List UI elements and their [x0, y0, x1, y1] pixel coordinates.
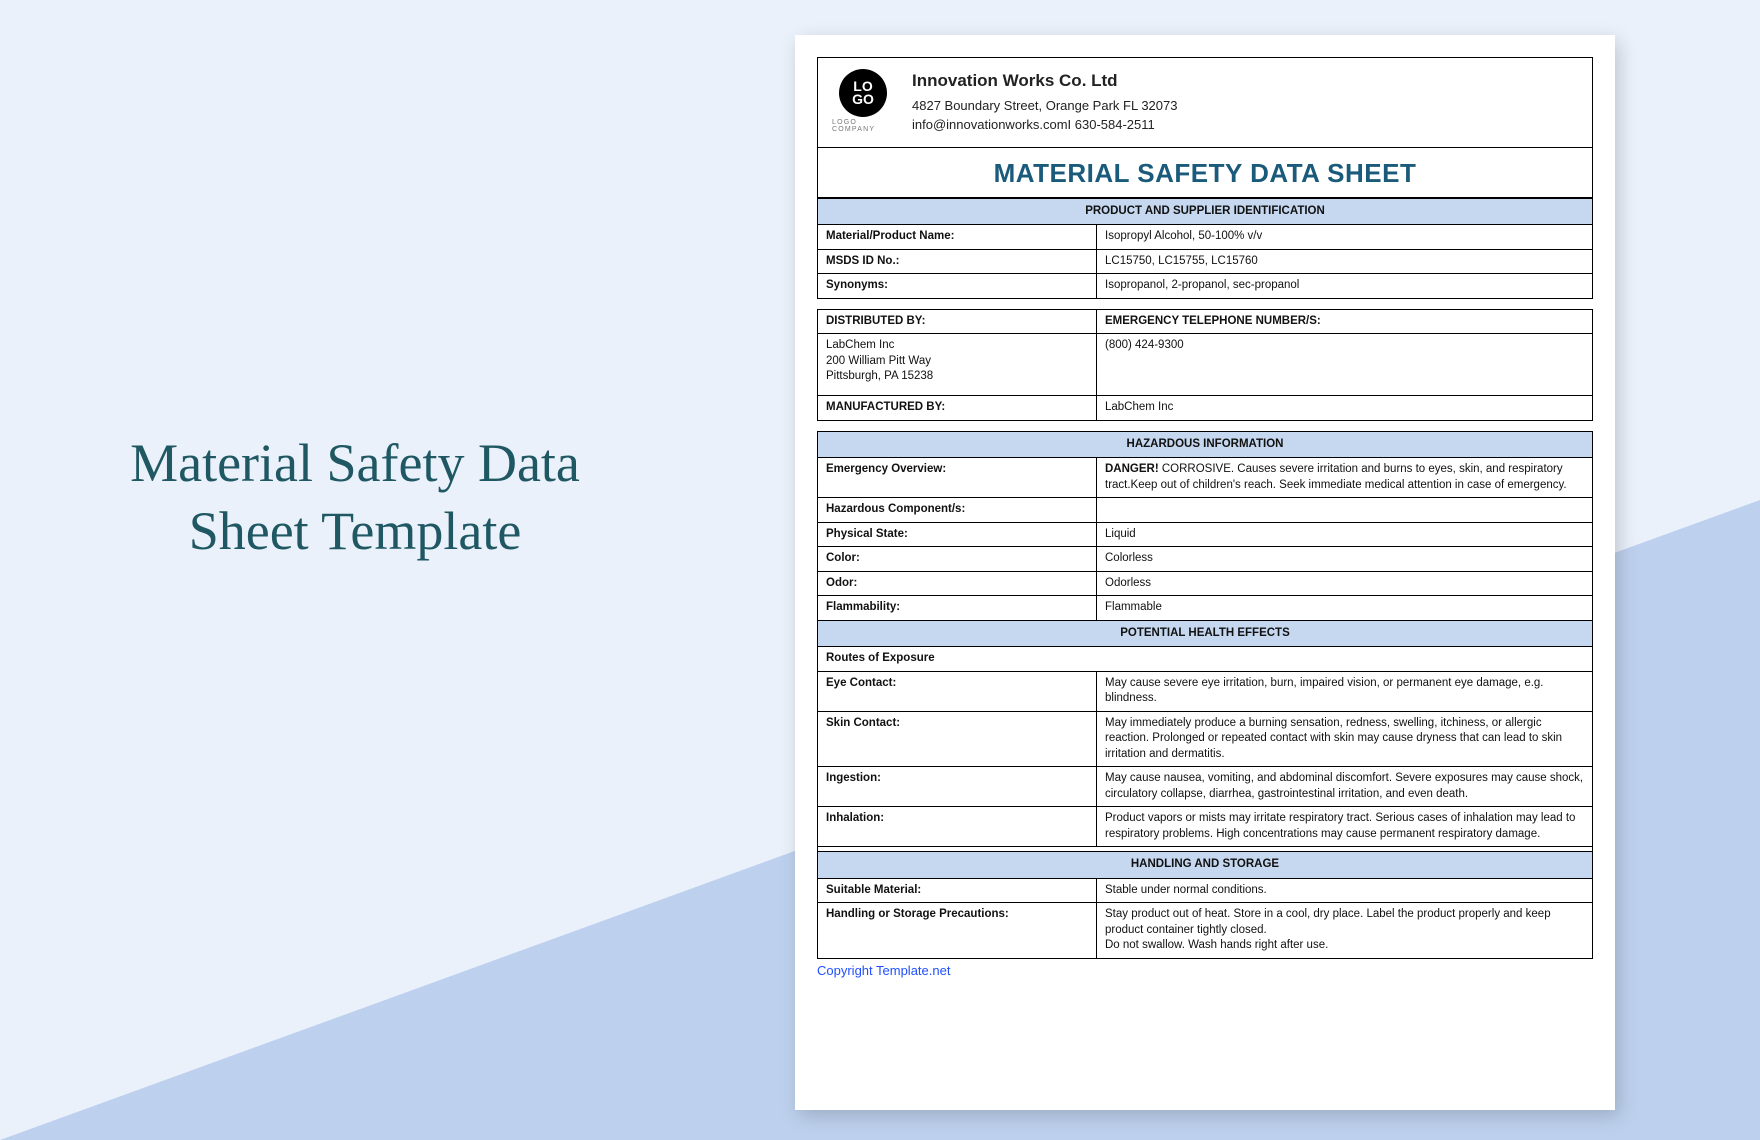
msds-table: PRODUCT AND SUPPLIER IDENTIFICATION Mate… [817, 198, 1593, 299]
row-value: Isopropyl Alcohol, 50-100% v/v [1097, 225, 1593, 250]
routes-label: Routes of Exposure [818, 647, 1593, 672]
row-label: Eye Contact: [818, 671, 1097, 711]
emerg-label: EMERGENCY TELEPHONE NUMBER/S: [1097, 309, 1593, 334]
company-name: Innovation Works Co. Ltd [912, 68, 1177, 94]
row-value: Product vapors or mists may irritate res… [1097, 807, 1593, 847]
row-value: Odorless [1097, 571, 1593, 596]
section-header-storage: HANDLING AND STORAGE [818, 852, 1593, 879]
logo: LOGO LOGO COMPANY [832, 69, 894, 133]
document-sheet: LOGO LOGO COMPANY Innovation Works Co. L… [795, 35, 1615, 1110]
letterhead: LOGO LOGO COMPANY Innovation Works Co. L… [817, 57, 1593, 148]
company-contact: info@innovationworks.comI 630-584-2511 [912, 115, 1177, 135]
document-title: MATERIAL SAFETY DATA SHEET [817, 148, 1593, 198]
row-label: MSDS ID No.: [818, 249, 1097, 274]
page-title: Material Safety DataSheet Template [115, 430, 595, 565]
copyright-link[interactable]: Copyright Template.net [817, 963, 1593, 978]
row-value: Isopropanol, 2-propanol, sec-propanol [1097, 274, 1593, 299]
row-label: Odor: [818, 571, 1097, 596]
row-value [1097, 498, 1593, 523]
row-label: Physical State: [818, 522, 1097, 547]
row-label: Hazardous Component/s: [818, 498, 1097, 523]
row-value: May immediately produce a burning sensat… [1097, 711, 1593, 767]
manu-label: MANUFACTURED BY: [818, 396, 1097, 421]
row-label: Color: [818, 547, 1097, 572]
row-label: Suitable Material: [818, 878, 1097, 903]
row-label: Inhalation: [818, 807, 1097, 847]
row-value: Stable under normal conditions. [1097, 878, 1593, 903]
emerg-value: (800) 424-9300 [1097, 334, 1593, 396]
row-label: Handling or Storage Precautions: [818, 903, 1097, 959]
row-value: Stay product out of heat. Store in a coo… [1097, 903, 1593, 959]
row-value: Flammable [1097, 596, 1593, 621]
section-header-hazard: HAZARDOUS INFORMATION [818, 431, 1593, 458]
row-value: May cause nausea, vomiting, and abdomina… [1097, 767, 1593, 807]
row-value: Colorless [1097, 547, 1593, 572]
row-label: Flammability: [818, 596, 1097, 621]
row-value: May cause severe eye irritation, burn, i… [1097, 671, 1593, 711]
company-address: 4827 Boundary Street, Orange Park FL 320… [912, 96, 1177, 116]
row-value: Liquid [1097, 522, 1593, 547]
distributor-table: DISTRIBUTED BY:EMERGENCY TELEPHONE NUMBE… [817, 309, 1593, 421]
manu-value: LabChem Inc [1097, 396, 1593, 421]
row-label: Material/Product Name: [818, 225, 1097, 250]
dist-label: DISTRIBUTED BY: [818, 309, 1097, 334]
section-header-identification: PRODUCT AND SUPPLIER IDENTIFICATION [818, 198, 1593, 225]
row-value: LC15750, LC15755, LC15760 [1097, 249, 1593, 274]
dist-value: LabChem Inc200 William Pitt WayPittsburg… [818, 334, 1097, 396]
section-header-health: POTENTIAL HEALTH EFFECTS [818, 620, 1593, 647]
logo-subtext: LOGO COMPANY [832, 119, 894, 133]
row-label: Synonyms: [818, 274, 1097, 299]
overview-value: DANGER! CORROSIVE. Causes severe irritat… [1097, 458, 1593, 498]
row-label: Skin Contact: [818, 711, 1097, 767]
logo-icon: LOGO [839, 69, 887, 117]
overview-label: Emergency Overview: [818, 458, 1097, 498]
hazard-table: HAZARDOUS INFORMATION Emergency Overview… [817, 431, 1593, 959]
company-block: Innovation Works Co. Ltd 4827 Boundary S… [912, 68, 1177, 135]
row-label: Ingestion: [818, 767, 1097, 807]
